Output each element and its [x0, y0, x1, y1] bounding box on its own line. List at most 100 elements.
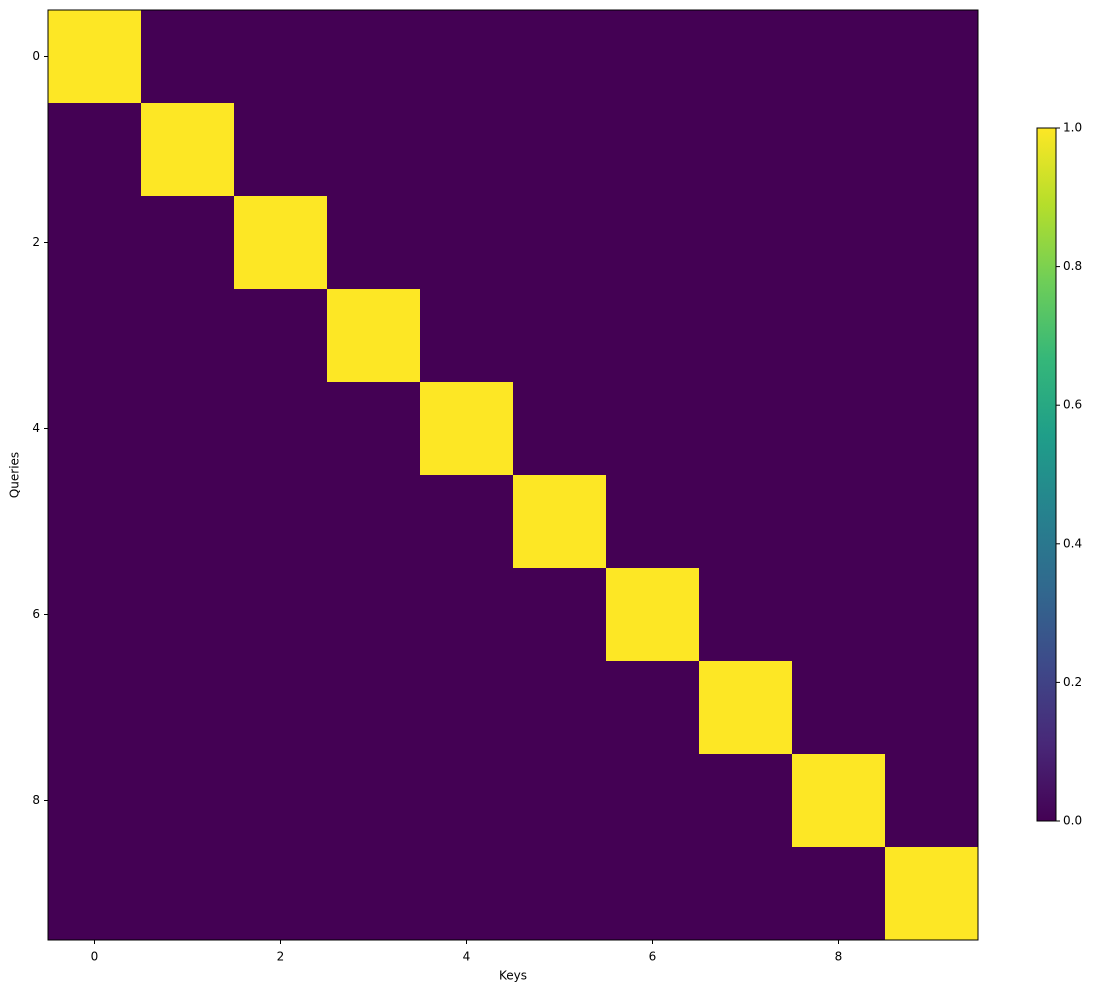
heatmap-cell	[48, 568, 141, 661]
heatmap-cell	[792, 103, 885, 196]
heatmap-cell	[513, 103, 606, 196]
colorbar-tick-label: 0.0	[1063, 814, 1082, 828]
heatmap-cell	[885, 847, 978, 940]
heatmap-cell	[234, 661, 327, 754]
heatmap-cell	[234, 10, 327, 103]
heatmap-cell	[513, 847, 606, 940]
heatmap-cell	[141, 103, 234, 196]
heatmap-cell	[48, 661, 141, 754]
heatmap-cell	[606, 661, 699, 754]
heatmap-cell	[420, 568, 513, 661]
heatmap-cell	[792, 847, 885, 940]
y-tick-label: 6	[32, 607, 40, 621]
heatmap-cell	[606, 10, 699, 103]
heatmap-cell	[420, 10, 513, 103]
heatmap-cell	[513, 475, 606, 568]
heatmap-cell	[327, 196, 420, 289]
heatmap-cell	[885, 475, 978, 568]
colorbar-tick-label: 0.6	[1063, 398, 1082, 412]
heatmap-cell	[327, 289, 420, 382]
heatmap-cell	[699, 10, 792, 103]
heatmap-cell	[885, 382, 978, 475]
heatmap-cell	[420, 661, 513, 754]
heatmap-cell	[141, 568, 234, 661]
heatmap-cell	[885, 754, 978, 847]
plot-frame	[47, 9, 979, 941]
y-axis-label: Queries	[8, 452, 22, 498]
y-tick-label: 4	[32, 421, 40, 435]
x-tick-label: 8	[835, 950, 843, 964]
heatmap-cell	[606, 196, 699, 289]
x-tick-label: 2	[277, 950, 285, 964]
heatmap-cell	[699, 382, 792, 475]
heatmap-cell	[327, 847, 420, 940]
heatmap-cell	[48, 382, 141, 475]
heatmap-cell	[606, 754, 699, 847]
x-tick-label: 4	[463, 950, 471, 964]
heatmap-cell	[141, 661, 234, 754]
colorbar-tick-label: 0.2	[1063, 675, 1082, 689]
heatmap-cell	[48, 196, 141, 289]
heatmap-cell	[420, 847, 513, 940]
heatmap-cell	[792, 754, 885, 847]
heatmap-cell	[327, 568, 420, 661]
colorbar-tick-label: 1.0	[1063, 121, 1082, 135]
y-tick-label: 0	[32, 49, 40, 63]
heatmap-cell	[141, 382, 234, 475]
heatmap-cell	[792, 661, 885, 754]
heatmap-cell	[513, 661, 606, 754]
heatmap-cell	[699, 196, 792, 289]
heatmap-cell	[792, 382, 885, 475]
heatmap-cell	[885, 196, 978, 289]
heatmap-cell	[792, 196, 885, 289]
heatmap-cell	[327, 661, 420, 754]
heatmap-cell	[141, 196, 234, 289]
heatmap-cell	[234, 382, 327, 475]
heatmap-cell	[234, 475, 327, 568]
heatmap-cell	[606, 475, 699, 568]
heatmap-cell	[234, 103, 327, 196]
heatmap-cell	[141, 754, 234, 847]
heatmap-cell	[699, 847, 792, 940]
heatmap-cell	[885, 568, 978, 661]
heatmap-cell	[513, 754, 606, 847]
heatmap-cell	[420, 754, 513, 847]
heatmap-cell	[327, 754, 420, 847]
heatmap-cell	[699, 661, 792, 754]
heatmap-cell	[513, 10, 606, 103]
heatmap-cell	[420, 103, 513, 196]
heatmap-cell	[885, 103, 978, 196]
heatmap-cell	[420, 289, 513, 382]
heatmap-cell	[141, 475, 234, 568]
heatmap-cell	[513, 289, 606, 382]
heatmap-cell	[48, 289, 141, 382]
heatmap-cell	[48, 847, 141, 940]
heatmap-cell	[699, 103, 792, 196]
heatmap-cell	[513, 568, 606, 661]
heatmap-cell	[420, 196, 513, 289]
heatmap-cell	[606, 847, 699, 940]
heatmap-cell	[606, 382, 699, 475]
heatmap-cell	[513, 382, 606, 475]
heatmap-cell	[327, 382, 420, 475]
heatmap-cell	[234, 568, 327, 661]
heatmap-cell	[699, 289, 792, 382]
heatmap-cell	[792, 568, 885, 661]
colorbar-tick-label: 0.4	[1063, 536, 1082, 550]
heatmap-cell	[48, 103, 141, 196]
heatmap-cell	[606, 568, 699, 661]
x-axis-label: Keys	[499, 969, 527, 983]
heatmap-cell	[885, 661, 978, 754]
colorbar-tick-label: 0.8	[1063, 259, 1082, 273]
heatmap-cell	[792, 10, 885, 103]
heatmap-cell	[606, 289, 699, 382]
heatmap-cell	[327, 475, 420, 568]
heatmap-cell	[420, 475, 513, 568]
x-tick-label: 0	[91, 950, 99, 964]
heatmap-cell	[234, 847, 327, 940]
y-tick-label: 8	[32, 793, 40, 807]
heatmap-cell	[234, 754, 327, 847]
heatmap-cell	[420, 382, 513, 475]
y-tick-label: 2	[32, 235, 40, 249]
